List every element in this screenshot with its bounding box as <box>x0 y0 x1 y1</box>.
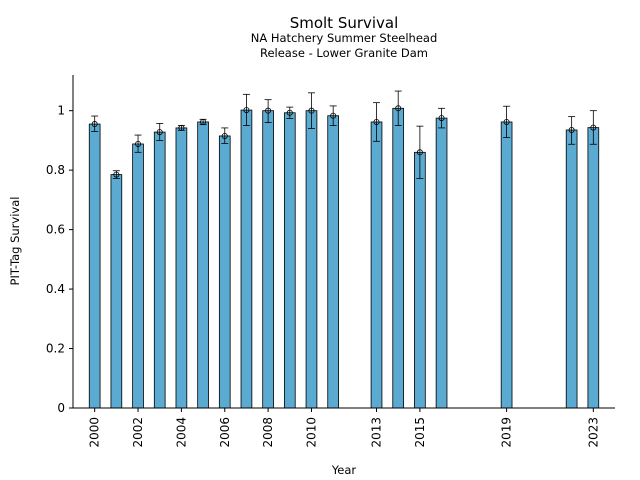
bar-2022 <box>565 129 578 409</box>
point-marker-2010 <box>308 107 315 114</box>
point-marker-2000 <box>91 121 98 128</box>
bar-2003 <box>153 131 166 409</box>
error-bar-2006 <box>221 127 229 144</box>
error-bar-2019 <box>503 105 511 138</box>
bar-2015 <box>414 151 426 409</box>
error-bar-2015 <box>416 125 424 179</box>
x-tick-label: 2002 <box>131 417 145 448</box>
bar-2023 <box>587 127 600 409</box>
chart-title: Smolt Survival <box>290 14 399 32</box>
error-bar-2002 <box>134 134 142 153</box>
bar-2019 <box>500 121 513 409</box>
point-marker-2013 <box>373 118 380 125</box>
point-markers-layer <box>91 105 597 178</box>
point-marker-2006 <box>221 132 228 139</box>
error-bar-2008 <box>264 99 272 123</box>
error-bar-2023 <box>589 110 597 145</box>
bar-2002 <box>132 143 144 409</box>
error-bar-2009 <box>286 106 294 119</box>
point-marker-2003 <box>156 129 163 136</box>
point-marker-2007 <box>243 107 250 114</box>
point-marker-2009 <box>286 109 293 116</box>
y-tick-label: 0 <box>57 401 65 415</box>
point-marker-2001 <box>113 171 120 178</box>
y-axis-label: PIT-Tag Survival <box>8 197 22 286</box>
error-bar-2010 <box>307 92 315 129</box>
point-marker-2019 <box>503 118 510 125</box>
bar-2008 <box>262 110 274 409</box>
bar-2006 <box>218 135 231 409</box>
point-marker-2011 <box>330 112 337 119</box>
bar-2009 <box>283 112 296 409</box>
x-tick-label: 2004 <box>174 417 188 448</box>
chart-subtitle-line-2: Release - Lower Granite Dam <box>260 46 428 60</box>
bar-2005 <box>197 121 209 409</box>
y-tick-label: 1 <box>57 104 65 118</box>
bars-layer <box>88 107 600 409</box>
point-marker-2004 <box>178 124 185 131</box>
error-bar-2011 <box>329 105 337 126</box>
point-marker-2022 <box>568 127 575 134</box>
x-tick-label: 2019 <box>500 417 514 448</box>
y-tick-label: 0.4 <box>46 282 65 296</box>
x-axis-label: Year <box>331 463 357 477</box>
error-bar-2003 <box>156 123 164 141</box>
point-marker-2023 <box>590 124 597 131</box>
error-bar-2007 <box>242 93 250 126</box>
x-tick-label: 2010 <box>304 417 318 448</box>
error-bar-2022 <box>568 116 576 145</box>
error-bar-2016 <box>438 107 446 129</box>
error-bars-layer <box>91 90 597 179</box>
bar-2001 <box>110 174 123 409</box>
point-marker-2016 <box>438 115 445 122</box>
error-bar-2000 <box>91 115 99 132</box>
y-tick-label: 0.8 <box>46 163 65 177</box>
x-tick-label: 2013 <box>370 417 384 448</box>
bar-2010 <box>305 110 318 409</box>
bar-2007 <box>240 109 253 409</box>
x-tick-label: 2000 <box>88 417 102 448</box>
bar-2014 <box>392 107 405 409</box>
point-marker-2008 <box>265 107 272 114</box>
bar-2013 <box>370 121 383 409</box>
y-ticks: 0 0.2 0.4 0.6 0.8 1 <box>46 104 73 415</box>
bar-2016 <box>435 117 448 409</box>
error-bar-2013 <box>373 102 381 142</box>
bar-2004 <box>175 127 188 409</box>
bar-2011 <box>327 115 339 409</box>
x-tick-label: 2015 <box>413 417 427 448</box>
x-tick-label: 2023 <box>586 417 600 448</box>
chart-subtitle-line-1: NA Hatchery Summer Steelhead <box>251 31 438 45</box>
x-ticks: 2000 2002 2004 2006 2008 2010 2013 2015 2019 2023 <box>88 408 600 448</box>
point-marker-2002 <box>135 140 142 147</box>
point-marker-2014 <box>395 105 402 112</box>
y-tick-label: 0.6 <box>46 223 65 237</box>
x-tick-label: 2008 <box>261 417 275 448</box>
error-bar-2014 <box>394 90 402 126</box>
x-tick-label: 2006 <box>218 417 232 448</box>
bar-2000 <box>88 123 101 409</box>
point-marker-2015 <box>416 149 423 156</box>
point-marker-2005 <box>200 118 207 125</box>
y-tick-label: 0.2 <box>46 342 65 356</box>
